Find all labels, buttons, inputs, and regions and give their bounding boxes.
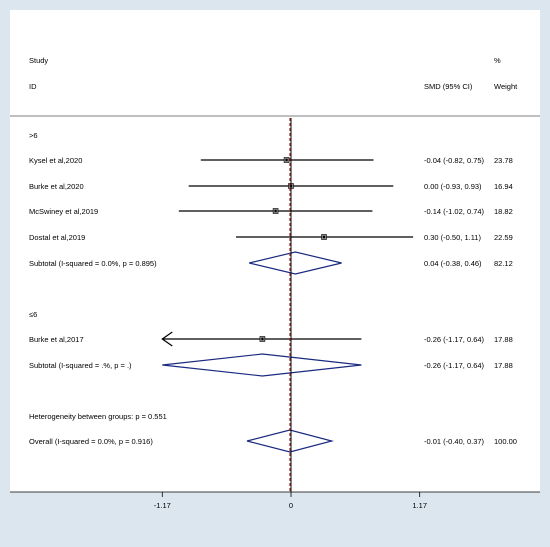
x-tick-label: -1.17 [154,501,171,510]
row-label-study: McSwiney et al,2019 [29,207,98,216]
plot-panel [10,10,540,492]
header-percent: % [494,56,501,65]
header-effect: SMD (95% CI) [424,82,473,91]
row-weight: 23.78 [494,156,513,165]
row-label-note: Heterogeneity between groups: p = 0.551 [29,412,167,421]
ci-arrow-left [161,331,173,347]
row-label-study: Burke et al,2020 [29,182,84,191]
row-weight: 17.88 [494,335,513,344]
row-label-study: Dostal et al,2019 [29,233,85,242]
row-weight: 82.12 [494,259,513,268]
header-study: Study [29,56,48,65]
row-weight: 16.94 [494,182,513,191]
row-ci-text: -0.26 (-1.17, 0.64) [424,335,485,344]
row-label-subtotal: Subtotal (I-squared = 0.0%, p = 0.895) [29,259,157,268]
axis-layer: -1.17 0 1.17 [154,118,427,510]
overall-diamond [246,429,335,453]
header-weight: Weight [494,82,518,91]
row-ci-text: 0.00 (-0.93, 0.93) [424,182,482,191]
point-estimate-dot [285,158,288,162]
row-weight: 100.00 [494,437,517,446]
x-tick-label: 0 [289,501,293,510]
row-ci-text: -0.14 (-1.02, 0.74) [424,207,485,216]
subtotal-diamond [249,251,342,275]
row-ci-text: 0.04 (-0.38, 0.46) [424,259,482,268]
row-weight: 17.88 [494,361,513,370]
row-ci-text: -0.01 (-0.40, 0.37) [424,437,485,446]
point-estimate-dot [274,209,277,213]
point-estimate-dot [322,235,326,239]
x-tick-label: 1.17 [412,501,427,510]
row-label-overall: Overall (I-squared = 0.0%, p = 0.916) [29,437,153,446]
row-label-group: ≤6 [29,310,37,319]
row-ci-text: -0.04 (-0.82, 0.75) [424,156,485,165]
point-estimate-dot [261,337,264,341]
row-ci-text: -0.26 (-1.17, 0.64) [424,361,485,370]
row-ci-text: 0.30 (-0.50, 1.11) [424,233,481,242]
row-label-group: >6 [29,131,38,140]
row-weight: 18.82 [494,207,513,216]
row-label-study: Kysel et al,2020 [29,156,82,165]
row-label-study: Burke et al,2017 [29,335,84,344]
header-id: ID [29,82,37,91]
row-weight: 22.59 [494,233,513,242]
row-label-subtotal: Subtotal (I-squared = .%, p = .) [29,361,132,370]
subtotal-diamond [162,353,362,377]
rows-layer: >6 Kysel et al,2020 -0.04 (-0.82, 0.75) 23.… [29,131,517,453]
